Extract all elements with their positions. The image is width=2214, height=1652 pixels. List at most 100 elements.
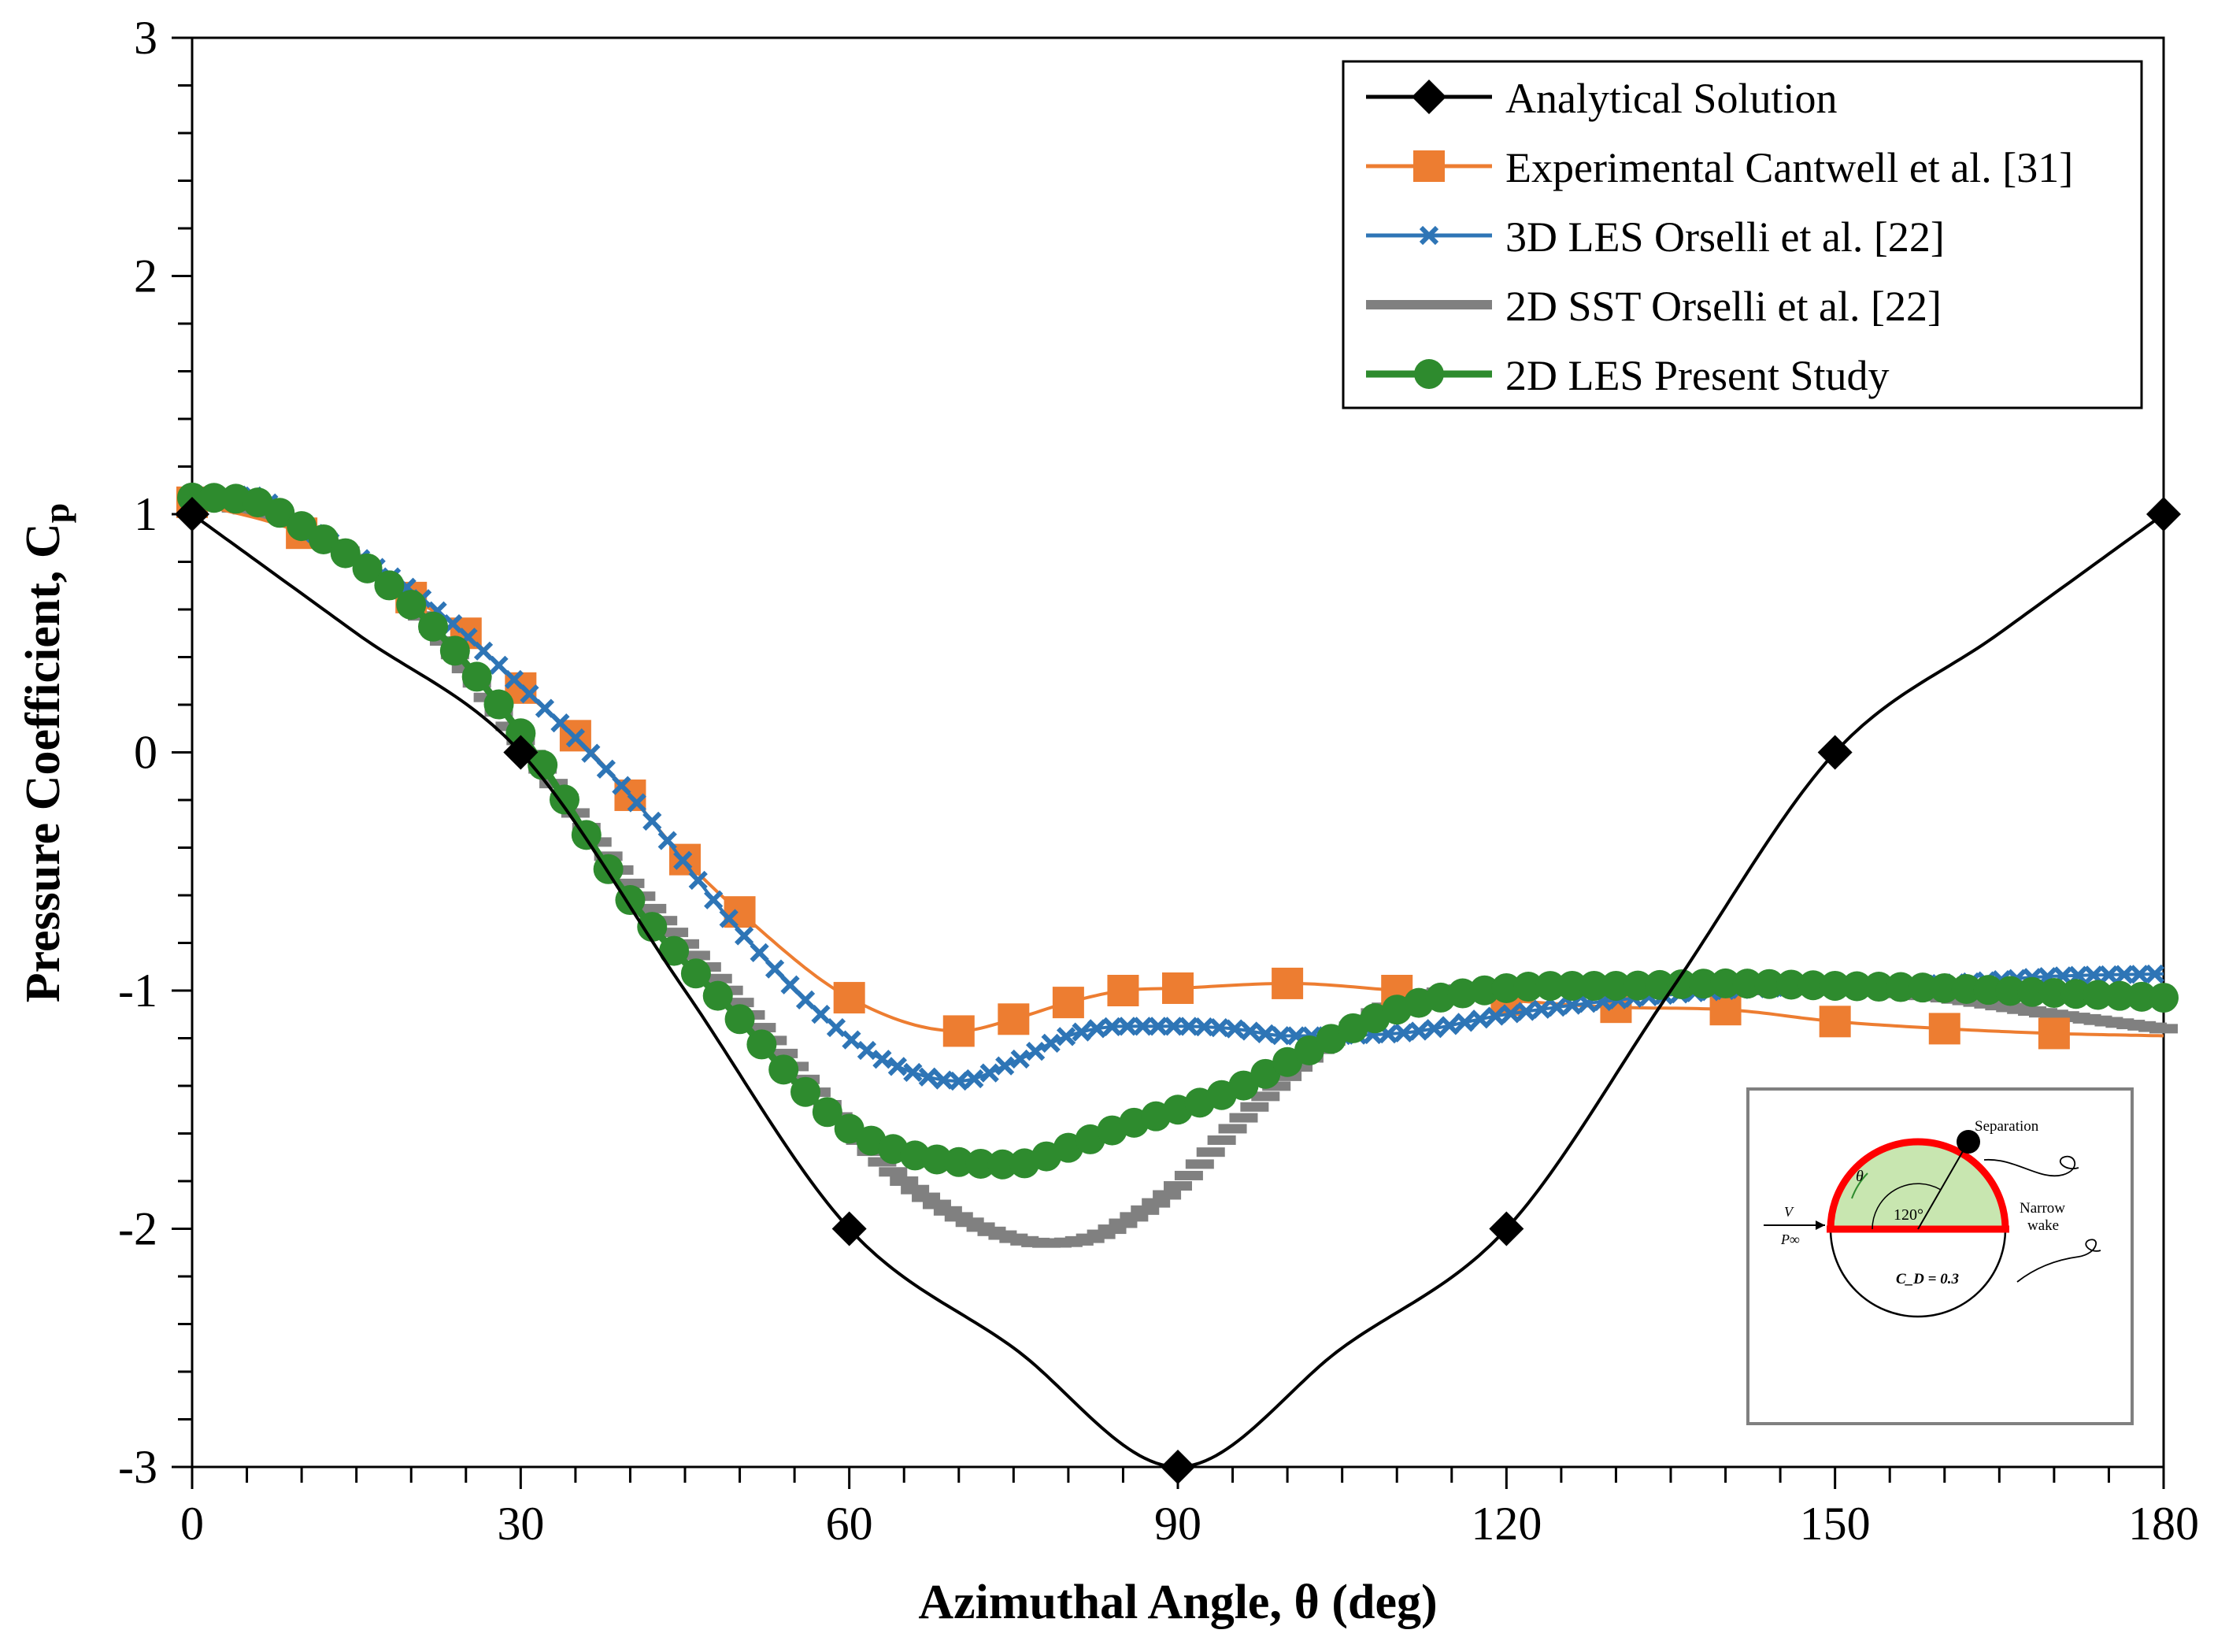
y-axis-label-main: Pressure Coefficient, C — [17, 523, 70, 1002]
series-marker — [1228, 1070, 1259, 1101]
inset-angle-label: 120° — [1894, 1206, 1923, 1224]
y-tick-label: 3 — [134, 12, 157, 64]
series-marker — [912, 1192, 941, 1202]
legend-entry: 2D SST Orselli et al. [22] — [1366, 283, 1942, 330]
series-marker — [1272, 967, 1304, 999]
series-marker — [680, 958, 711, 989]
y-tick-label: -2 — [118, 1203, 157, 1255]
series-marker — [520, 684, 539, 704]
series-marker — [489, 655, 509, 675]
x-tick-label: 120 — [1471, 1498, 1542, 1550]
series-marker — [461, 661, 492, 692]
series-marker — [657, 831, 677, 850]
legend-entries: Analytical Solution Experimental Cantwell… — [1366, 75, 2073, 399]
inset-velocity-arrowhead — [1816, 1220, 1825, 1230]
series-marker — [2105, 980, 2135, 1011]
series-marker — [581, 743, 601, 763]
y-axis-label-subscript: p — [36, 503, 76, 524]
series-marker — [2038, 1017, 2070, 1050]
series-marker — [1501, 1004, 1521, 1024]
series-marker — [1535, 971, 1565, 1002]
series-marker — [330, 538, 361, 569]
series-marker — [1133, 1017, 1153, 1036]
series-marker — [1886, 972, 1916, 1002]
inset-angle-arc — [1872, 1183, 1942, 1230]
series-marker — [659, 935, 690, 966]
series-marker — [1271, 1026, 1290, 1046]
y-tick-label: 0 — [134, 727, 157, 779]
series-marker — [1928, 1013, 1960, 1045]
series-marker — [1196, 1147, 1225, 1158]
series-marker — [1754, 969, 1785, 999]
legend-entry: 2D LES Present Study — [1366, 352, 1890, 399]
y-tick-label: 2 — [134, 250, 157, 302]
series-marker — [1218, 1124, 1247, 1134]
series-marker — [565, 728, 586, 748]
series-marker — [681, 950, 710, 961]
series-marker — [688, 870, 708, 891]
series-marker — [703, 973, 732, 983]
series-marker — [1688, 969, 1719, 999]
series-marker — [724, 1004, 755, 1035]
series-marker — [1732, 969, 1763, 999]
series-marker — [1951, 973, 1982, 1004]
series-marker — [549, 784, 579, 815]
legend-entry: Analytical Solution — [1366, 75, 1837, 122]
series-marker — [887, 1057, 908, 1076]
series-marker — [2146, 497, 2181, 532]
series-marker — [504, 669, 524, 690]
inset-drag-label: C_D = 0.3 — [1896, 1271, 1959, 1287]
series-marker — [790, 1076, 821, 1107]
series-marker — [1174, 1170, 1203, 1180]
series-marker — [1424, 1019, 1444, 1039]
series-marker — [1907, 972, 1938, 1003]
series-marker — [769, 1048, 798, 1058]
series-marker — [638, 903, 667, 913]
series-marker — [812, 1097, 842, 1128]
series-marker — [750, 943, 769, 962]
inset-separated-region — [1831, 1142, 2005, 1229]
series-marker — [198, 483, 229, 513]
series-marker — [746, 1029, 777, 1060]
x-tick-label: 90 — [1154, 1498, 1201, 1550]
series-analytical-solution — [175, 497, 2181, 1484]
inset-wake-label: wake — [2027, 1217, 2059, 1234]
inset-separation-point — [1957, 1130, 1980, 1154]
series-marker — [1164, 1017, 1183, 1036]
series-marker — [627, 793, 646, 813]
series-marker — [1026, 1041, 1046, 1061]
inset-pressure-label: P∞ — [1780, 1232, 1800, 1247]
series-marker — [1229, 1113, 1258, 1123]
series-marker — [768, 1054, 799, 1085]
series-marker — [637, 912, 668, 943]
legend-label: 2D LES Present Study — [1505, 352, 1890, 399]
series-marker — [833, 982, 865, 1014]
legend-label: 3D LES Orselli et al. [22] — [1505, 213, 1945, 261]
series-marker — [1185, 1159, 1214, 1169]
legend-label: 2D SST Orselli et al. [22] — [1505, 283, 1942, 330]
series-marker — [612, 776, 631, 795]
y-tick-label: 1 — [134, 488, 157, 540]
series-marker — [719, 909, 739, 928]
series-marker — [2038, 978, 2069, 1009]
series-marker — [826, 1017, 846, 1038]
series-marker — [1207, 1135, 1236, 1145]
series-marker — [473, 641, 494, 661]
series-marker — [987, 1149, 1018, 1180]
legend-label: Analytical Solution — [1505, 75, 1837, 122]
series-marker — [1820, 970, 1850, 1001]
series-marker — [1107, 975, 1139, 1006]
series-marker — [1131, 1205, 1160, 1215]
series-marker — [1562, 995, 1582, 1015]
series-marker — [418, 611, 449, 642]
legend-marker — [1412, 80, 1446, 114]
series-marker — [1394, 1023, 1413, 1043]
series-marker — [1929, 972, 1960, 1003]
series-marker — [2060, 979, 2091, 1009]
series-marker — [1455, 1013, 1475, 1032]
x-tick-label: 150 — [1800, 1498, 1871, 1550]
series-marker — [1194, 1017, 1214, 1037]
series-marker — [1164, 1181, 1192, 1191]
series-marker — [535, 698, 555, 718]
